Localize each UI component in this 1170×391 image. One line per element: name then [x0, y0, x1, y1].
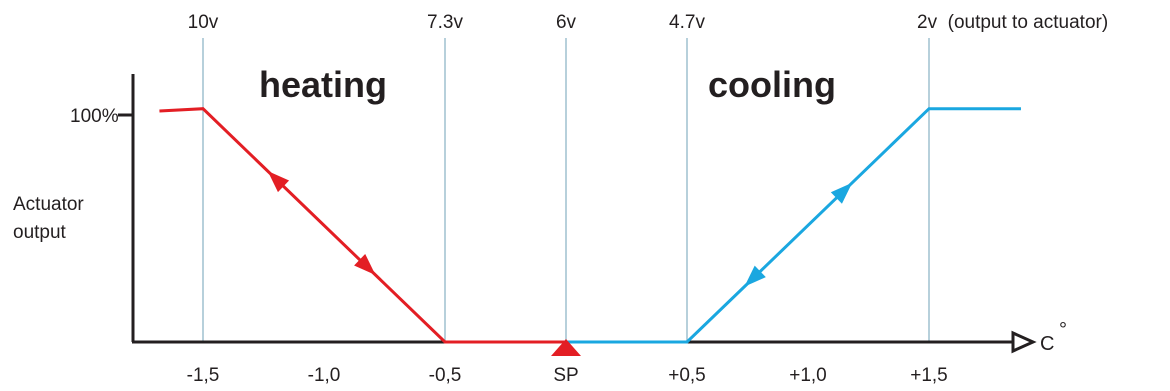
y-axis-label-line-1: Actuator: [13, 194, 84, 215]
x-tick-label-2: -0,5: [429, 365, 462, 386]
setpoint-marker-icon: [551, 339, 581, 356]
axes: [118, 74, 1037, 354]
gridlines: [202, 38, 930, 342]
region-label-cooling: cooling: [708, 64, 836, 105]
arrowhead-down-icon: [744, 265, 766, 287]
direction-arrows: [267, 171, 853, 287]
top-label-1: 7.3v: [427, 12, 463, 33]
top-label-3: 4.7v: [669, 12, 705, 33]
x-tick-label-3: SP: [553, 365, 578, 386]
region-label-heating: heating: [259, 64, 387, 105]
x-axis-unit-label: C: [1040, 333, 1054, 355]
x-tick-label-5: +1,0: [789, 365, 827, 386]
x-tick-label-6: +1,5: [910, 365, 948, 386]
x-axis-unit-degree: °: [1059, 319, 1067, 341]
x-tick-label-1: -1,0: [308, 365, 341, 386]
arrowhead-down-icon: [354, 253, 376, 275]
top-label-2: 6v: [556, 12, 577, 33]
x-axis-arrow-icon: [1011, 330, 1037, 354]
series-line-1: [566, 107, 1021, 344]
y-tick-label-100: 100%: [70, 106, 119, 127]
x-tick-label-4: +0,5: [668, 365, 706, 386]
series-line-0: [159, 107, 566, 344]
x-tick-labels: -1,5 -1,0 -0,5 SP +0,5 +1,0 +1,5: [187, 365, 948, 386]
y-axis-label-line-2: output: [13, 222, 67, 243]
x-tick-label-0: -1,5: [187, 365, 220, 386]
arrowhead-up-icon: [267, 171, 290, 193]
top-labels: 10v 7.3v 6v 4.7v 2v (output to actuator): [188, 12, 1108, 33]
top-label-0: 10v: [188, 12, 219, 33]
top-label-4: 2v (output to actuator): [917, 12, 1108, 33]
series: [159, 107, 1021, 344]
arrowhead-up-icon: [830, 182, 853, 204]
